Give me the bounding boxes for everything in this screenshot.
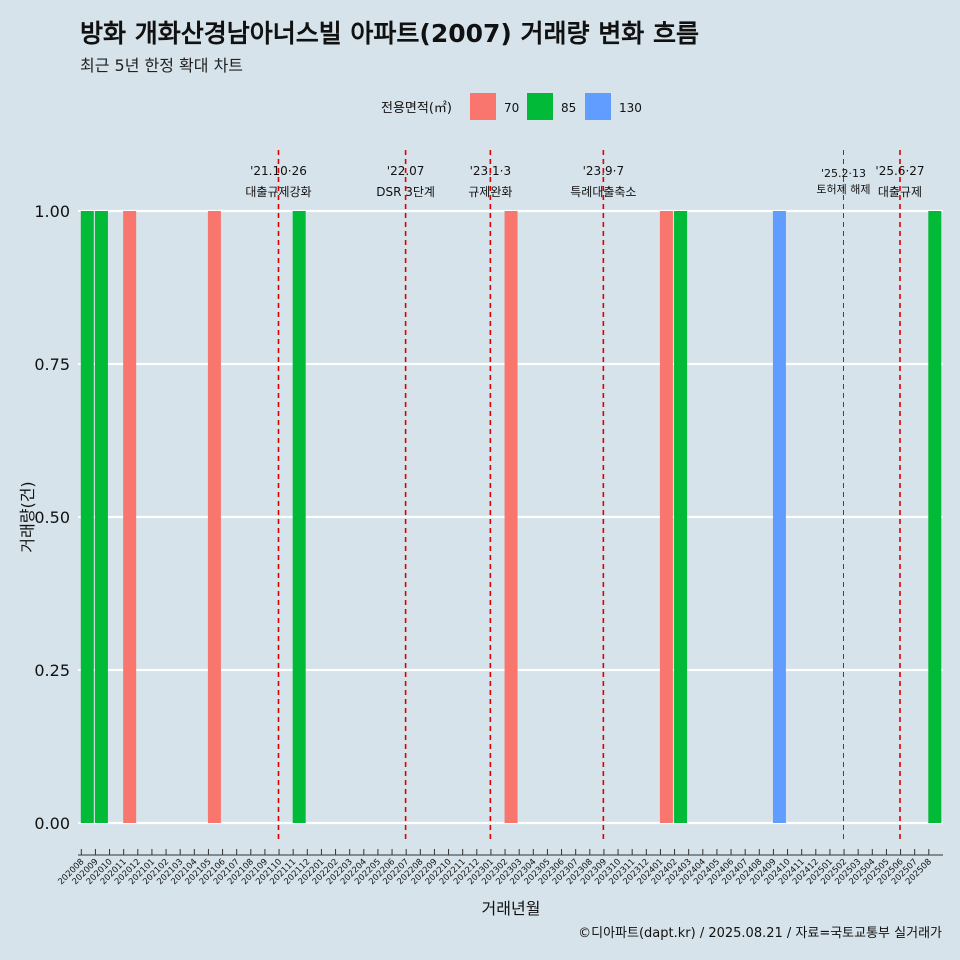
legend-label-130: 130 [619,101,642,115]
event-date-label: '23.9·7 [583,164,624,178]
legend-label-85: 85 [561,101,576,115]
event-policy-label: 규제완화 [468,185,512,199]
bar-70-202105 [207,211,221,823]
bar-85-202111 [292,211,306,823]
bars [80,211,942,823]
bar-85-202008 [80,211,94,823]
y-tick-label: 0.00 [34,814,70,833]
bar-70-202011 [123,211,137,823]
chart-title: 방화 개화산경남아너스빌 아파트(2007) 거래량 변화 흐름 [80,19,699,48]
event-policy-label: 특례대출축소 [570,185,636,199]
event-date-label: '25.2·13 [821,167,866,180]
bar-130-202409 [772,211,786,823]
event-date-label: '25.6·27 [875,164,924,178]
y-tick-label: 1.00 [34,202,70,221]
y-tick-label: 0.50 [34,508,70,527]
legend-key-85 [527,93,553,120]
event-policy-label: 토허제 해제 [816,182,870,196]
bar-85-202009 [94,211,108,823]
y-axis: 0.00 0.25 0.50 0.75 1.00 [34,202,70,833]
chart-subtitle: 최근 5년 한정 확대 차트 [80,56,244,75]
event-policy-label: 대출규제강화 [245,185,311,199]
event-date-label: '22.07 [387,164,425,178]
event-date-label: '23.1·3 [470,164,511,178]
bar-70-202302 [504,211,518,823]
event-policy-label: 대출규제 [878,185,922,199]
bar-70-202401 [659,211,673,823]
bar-85-202402 [674,211,688,823]
bar-85-202508 [928,211,942,823]
legend: 전용면적(㎡) 70 85 130 [381,93,642,120]
event-policy-label: DSR 3단계 [376,185,435,199]
legend-key-130 [585,93,611,120]
legend-key-70 [470,93,496,120]
source-caption: ©디아파트(dapt.kr) / 2025.08.21 / 자료=국토교통부 실… [578,926,942,941]
y-axis-title: 거래량(건) [18,481,37,552]
y-tick-label: 0.75 [34,355,70,374]
legend-label-70: 70 [504,101,519,115]
legend-title: 전용면적(㎡) [381,101,452,116]
y-tick-label: 0.25 [34,661,70,680]
x-axis-title: 거래년월 [482,899,541,918]
event-date-label: '21.10·26 [250,164,307,178]
x-axis: 2020082020092020102020112020122021012021… [56,849,943,887]
event-markers: '21.10·26 대출규제강화 '22.07 DSR 3단계 '23.1·3 규제완화 '… [245,150,925,840]
